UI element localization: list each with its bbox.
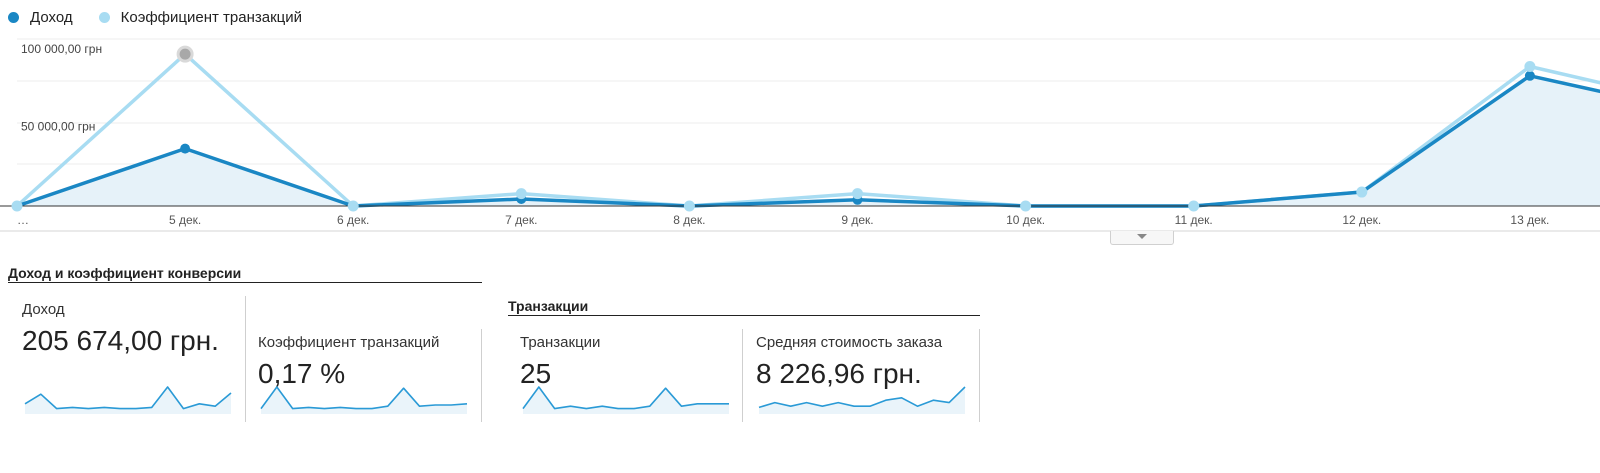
sparkline-line (260, 386, 468, 410)
section-title-transactions: Транзакции (508, 298, 980, 316)
sparkline-area (523, 387, 729, 414)
legend-label-transaction-rate: Коэффициент транзакций (120, 9, 303, 26)
legend-dot-revenue (8, 12, 19, 23)
legend-item-revenue[interactable]: Доход (8, 9, 73, 26)
sparkline-revenue (24, 386, 232, 414)
sparkline-avg-order-value (758, 386, 966, 414)
data-point-transaction-rate[interactable] (347, 200, 359, 212)
metric-label-transactions: Транзакции (520, 334, 601, 351)
metric-value-revenue: 205 674,00 грн. (22, 325, 219, 356)
data-point-transaction-rate[interactable] (11, 200, 23, 212)
x-tick-label: 13 дек. (1510, 213, 1549, 227)
metric-value-transaction-rate: 0,17 % (258, 358, 346, 389)
sparkline-area (261, 387, 467, 414)
sparkline-line (522, 386, 729, 410)
y-tick-label: 100 000,00 грн (21, 42, 102, 56)
revenue-area (17, 75, 1600, 206)
chart-legend: Доход Коэффициент транзакций (8, 9, 328, 26)
data-point-transaction-rate[interactable] (515, 188, 527, 200)
x-tick-label: 11 дек. (1175, 213, 1213, 227)
data-point-transaction-rate[interactable] (176, 45, 194, 63)
main-line-chart: 100 000,00 грн 50 000,00 грн … 5 дек. 6 дек.… (0, 38, 1600, 232)
data-point-transaction-rate[interactable] (1356, 186, 1368, 198)
data-point-transaction-rate[interactable] (1524, 61, 1536, 72)
x-tick-label: 8 дек. (673, 213, 705, 227)
metric-value-transactions: 25 (520, 358, 552, 389)
legend-dot-transaction-rate (98, 12, 110, 23)
data-point-revenue[interactable] (180, 143, 191, 154)
data-point-transaction-rate[interactable] (1188, 200, 1200, 212)
metric-card-transactions[interactable]: Транзакции 25 (520, 334, 735, 391)
chevron-down-icon (1137, 234, 1147, 239)
section-title-conversion: Доход и коэффициент конверсии (8, 265, 482, 283)
legend-label-revenue: Доход (30, 9, 73, 26)
data-point-transaction-rate[interactable] (683, 200, 695, 212)
sparkline-line (24, 386, 232, 410)
legend-item-transaction-rate[interactable]: Коэффициент транзакций (98, 9, 303, 26)
x-tick-label: 6 дек. (337, 213, 369, 227)
x-tick-label: 5 дек. (169, 213, 201, 227)
metric-label-revenue: Доход (22, 301, 65, 318)
metric-card-revenue[interactable]: Доход 205 674,00 грн. (22, 301, 237, 358)
sparkline-transaction-rate (260, 386, 468, 414)
chart-collapse-toggle[interactable] (1110, 231, 1174, 245)
card-divider (979, 329, 980, 422)
card-divider (742, 329, 743, 422)
x-tick-label: 7 дек. (505, 213, 537, 227)
metric-label-transaction-rate: Коэффициент транзакций (258, 334, 440, 351)
data-point-transaction-rate[interactable] (1020, 200, 1032, 212)
x-tick-label: 12 дек. (1342, 213, 1381, 227)
metric-card-avg-order-value[interactable]: Средняя стоимость заказа 8 226,96 грн. (756, 334, 978, 391)
card-divider (245, 296, 246, 422)
y-tick-label: 50 000,00 грн (21, 120, 95, 134)
sparkline-line (758, 386, 966, 409)
x-tick-label: 10 дек. (1006, 213, 1045, 227)
data-point-revenue[interactable] (1524, 70, 1535, 81)
card-divider (481, 329, 482, 422)
x-tick-label: … (17, 213, 29, 227)
sparkline-transactions (522, 386, 729, 414)
metric-value-avg-order-value: 8 226,96 грн. (756, 358, 922, 389)
data-point-transaction-rate[interactable] (852, 188, 863, 200)
sparkline-area (759, 387, 965, 414)
sparkline-area (25, 387, 231, 414)
metric-label-avg-order-value: Средняя стоимость заказа (756, 334, 943, 351)
metric-card-transaction-rate[interactable]: Коэффициент транзакций 0,17 % (258, 334, 478, 391)
x-tick-label: 9 дек. (841, 213, 873, 227)
